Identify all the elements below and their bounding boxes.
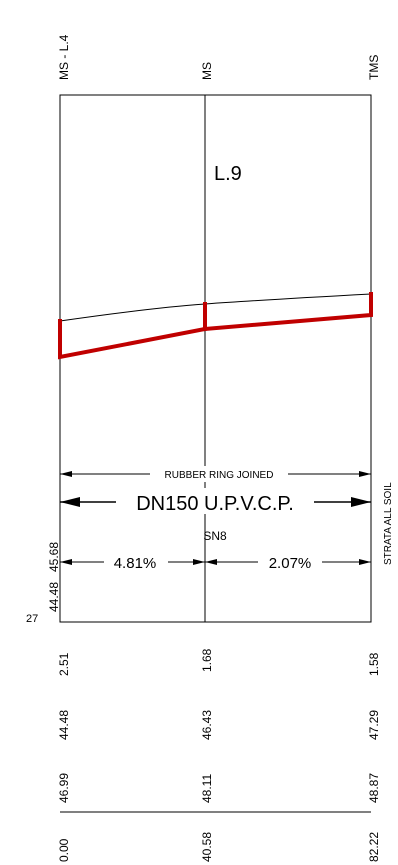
ground-middle: 48.11 — [200, 774, 214, 803]
pipe-segment-left — [58, 302, 207, 360]
grade-left-bg — [104, 552, 168, 572]
side-number: 27 — [26, 613, 38, 625]
invert-right: 47.29 — [367, 710, 381, 740]
ground-left: 46.99 — [57, 773, 71, 803]
station-label-left: MS - L.4 — [57, 34, 71, 80]
station-label-middle: MS — [200, 62, 214, 80]
invert-left: 44.48 — [57, 710, 71, 740]
joint-note: RUBBER RING JOINED — [165, 470, 274, 481]
joint-arrow-left — [60, 471, 72, 477]
left-level-lower: 44.48 — [47, 582, 61, 612]
stiffness-class: SN8 — [203, 529, 227, 543]
spec-arrow-right — [351, 497, 371, 507]
joint-label-bg — [150, 466, 288, 482]
grade-right: 2.07% — [269, 555, 312, 572]
data-table: 2.51 1.68 1.58 44.48 46.43 47.29 46.99 4… — [57, 648, 381, 862]
strata-note: STRATA ALL SOIL — [383, 482, 394, 565]
ground-right: 48.87 — [367, 773, 381, 803]
depth-middle: 1.68 — [200, 648, 214, 672]
chainage-right: 82.22 — [367, 832, 381, 862]
pipe-invert — [58, 292, 373, 360]
depth-left: 2.51 — [57, 652, 71, 676]
left-level-upper: 45.68 — [47, 542, 61, 572]
grade-arrow-right — [359, 559, 371, 565]
chainage-left: 0.00 — [57, 838, 71, 862]
invert-middle: 46.43 — [200, 710, 214, 740]
grade-arrow-mid-right — [205, 559, 217, 565]
spec-label-bg — [116, 488, 314, 514]
line-label: L.9 — [214, 163, 242, 185]
chainage-middle: 40.58 — [200, 832, 214, 862]
spec-arrow-left — [60, 497, 80, 507]
grade-arrow-left — [60, 559, 72, 565]
pipe-spec: DN150 U.P.V.C.P. — [136, 493, 294, 515]
pipe-segment-right — [202, 292, 373, 332]
joint-arrow-right — [359, 471, 371, 477]
grade-right-bg — [258, 552, 322, 572]
grade-left: 4.81% — [114, 555, 157, 572]
depth-right: 1.58 — [367, 652, 381, 676]
station-label-right: TMS — [367, 55, 381, 80]
grade-arrow-mid-left — [193, 559, 205, 565]
